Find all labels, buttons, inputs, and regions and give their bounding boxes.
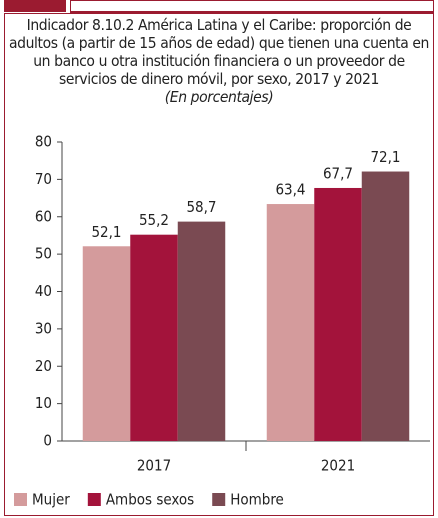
y-tick-label: 50: [35, 245, 52, 263]
legend-label: Hombre: [230, 491, 284, 509]
bar: [82, 246, 131, 441]
bar: [361, 171, 410, 441]
x-tick-label: 2017: [137, 457, 171, 475]
y-tick-label: 10: [35, 394, 52, 412]
bar: [266, 204, 315, 441]
legend-label: Mujer: [32, 491, 70, 509]
chart-title-box: Indicador 8.10.2 América Latina y el Car…: [8, 16, 430, 106]
bar: [314, 187, 362, 441]
value-label: 72,1: [370, 148, 400, 166]
bar: [130, 234, 178, 441]
legend-swatch: [212, 493, 226, 506]
legend-swatch: [14, 493, 27, 506]
x-tick-label: 2021: [321, 457, 355, 475]
value-label: 52,1: [91, 223, 121, 241]
y-tick-label: 0: [43, 432, 52, 450]
header-block: [4, 0, 66, 12]
y-tick-label: 30: [35, 319, 52, 337]
header-bar: [70, 0, 434, 13]
value-label: 58,7: [186, 198, 216, 216]
y-tick-label: 70: [35, 170, 52, 188]
chart-title: Indicador 8.10.2 América Latina y el Car…: [8, 16, 429, 88]
y-tick-label: 80: [35, 133, 52, 151]
value-label: 67,7: [323, 164, 353, 182]
legend-swatch: [87, 493, 101, 506]
y-tick-label: 60: [35, 207, 52, 225]
frame: [4, 13, 434, 516]
bar: [177, 221, 226, 441]
value-label: 63,4: [275, 181, 305, 199]
chart-subtitle: (En porcentajes): [164, 88, 274, 106]
y-tick-label: 40: [35, 282, 52, 300]
y-tick-label: 20: [35, 357, 52, 375]
value-label: 55,2: [139, 211, 169, 229]
legend-label: Ambos sexos: [106, 491, 194, 509]
